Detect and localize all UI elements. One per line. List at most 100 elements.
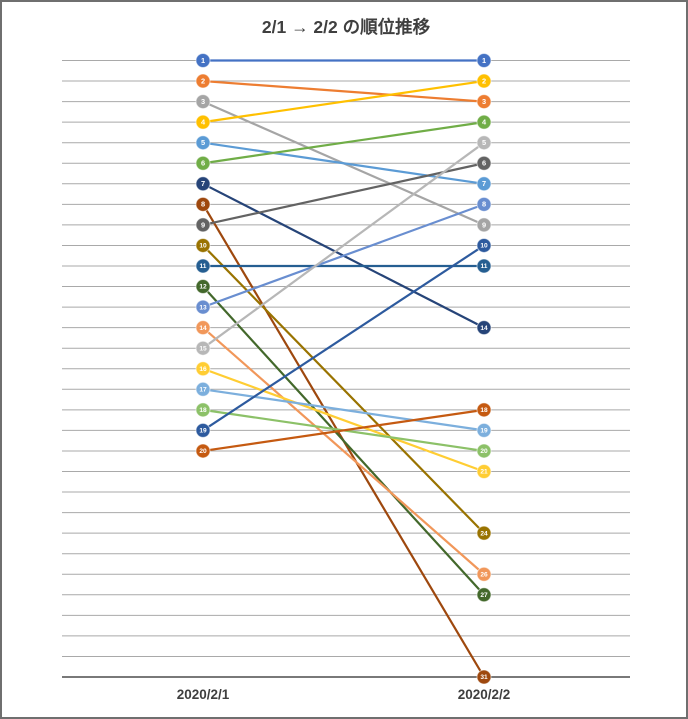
rank-node-label: 6 <box>482 159 486 168</box>
slope-line <box>202 141 485 350</box>
slope-line <box>202 162 485 226</box>
rank-node <box>195 94 211 110</box>
slope-line <box>202 408 485 453</box>
rank-node-label: 1 <box>482 56 486 65</box>
rank-node-label: 16 <box>199 366 207 373</box>
rank-node-label: 10 <box>480 243 488 250</box>
rank-node <box>195 237 211 253</box>
rank-node <box>476 114 492 130</box>
rank-node <box>195 443 211 459</box>
rank-node-label: 17 <box>199 386 207 393</box>
rank-node <box>476 53 492 68</box>
rank-node-label: 20 <box>480 448 488 455</box>
slope-line <box>202 79 485 103</box>
rank-node <box>195 155 211 171</box>
rank-node <box>476 237 492 253</box>
rank-node <box>476 525 492 541</box>
rank-node <box>476 566 492 582</box>
rank-node-label: 27 <box>480 592 488 599</box>
x-axis-label-right: 2020/2/2 <box>458 687 511 702</box>
rank-node-label: 31 <box>480 674 488 681</box>
rank-node <box>476 402 492 418</box>
slope-line <box>202 367 485 473</box>
slope-line <box>202 244 485 534</box>
rank-node-label: 24 <box>480 530 488 537</box>
rank-node <box>476 320 492 336</box>
rank-node-label: 8 <box>201 200 205 209</box>
rank-node-label: 4 <box>201 118 206 127</box>
rank-node-label: 10 <box>199 243 207 250</box>
rank-node-label: 9 <box>201 220 205 229</box>
rank-node-label: 3 <box>201 97 205 106</box>
slope-line <box>202 285 485 596</box>
rank-node <box>195 381 211 397</box>
rank-node-label: 5 <box>482 138 486 147</box>
rank-node <box>195 135 211 151</box>
rank-node-label: 11 <box>200 263 207 270</box>
rank-node-label: 2 <box>482 76 486 85</box>
rank-node <box>476 587 492 603</box>
rank-node <box>195 217 211 233</box>
slope-lines <box>202 59 485 678</box>
rank-node-label: 5 <box>201 138 205 147</box>
rank-node <box>476 422 492 438</box>
rank-node <box>195 279 211 295</box>
rank-node-label: 8 <box>482 200 486 209</box>
rank-node <box>476 176 492 192</box>
rank-node <box>195 340 211 356</box>
rank-node-label: 1 <box>201 56 205 65</box>
rank-node-label: 4 <box>482 118 487 127</box>
rank-node-label: 9 <box>482 220 486 229</box>
rank-node <box>195 53 211 68</box>
rank-node <box>476 217 492 233</box>
rank-node <box>195 196 211 212</box>
rank-node <box>476 443 492 459</box>
rank-node <box>476 94 492 110</box>
x-axis-label-left: 2020/2/1 <box>177 687 230 702</box>
rank-node <box>476 73 492 89</box>
rank-node <box>195 320 211 336</box>
rank-node <box>476 258 492 274</box>
rank-node <box>195 299 211 315</box>
slope-line <box>202 203 485 309</box>
rank-node <box>476 155 492 171</box>
rank-node <box>476 196 492 212</box>
rank-node <box>195 258 211 274</box>
rank-node-label: 18 <box>480 407 488 414</box>
slope-line <box>202 121 485 165</box>
gridlines <box>62 60 630 657</box>
chart-title: 2/1 → 2/2 の順位推移 <box>262 17 431 37</box>
rank-node-label: 11 <box>481 263 488 270</box>
rank-node-label: 15 <box>199 345 207 352</box>
slope-line <box>202 388 485 432</box>
rank-node <box>195 73 211 89</box>
rank-node <box>476 135 492 151</box>
rank-node-label: 19 <box>480 428 488 435</box>
rank-node-label: 13 <box>199 304 207 311</box>
rank-node-label: 6 <box>201 159 205 168</box>
rank-node-label: 14 <box>199 325 207 332</box>
rank-node-label: 12 <box>199 284 207 291</box>
rank-node-label: 18 <box>199 407 207 414</box>
rank-node <box>195 114 211 130</box>
rank-node-label: 7 <box>201 179 205 188</box>
rank-node <box>195 422 211 438</box>
rank-node-label: 21 <box>480 469 488 476</box>
rank-node <box>476 464 492 479</box>
rank-node <box>195 361 211 377</box>
rank-node-label: 20 <box>199 448 207 455</box>
rank-node-label: 7 <box>482 179 486 188</box>
slope-line <box>202 79 485 124</box>
rank-node-label: 14 <box>480 325 488 332</box>
rank-node <box>195 176 211 192</box>
rank-node <box>476 669 492 685</box>
rank-node-label: 3 <box>482 97 486 106</box>
rank-node-label: 26 <box>480 571 488 578</box>
rank-node <box>195 402 211 418</box>
slope-line <box>202 244 485 432</box>
rank-node-label: 19 <box>199 428 207 435</box>
rank-node-label: 2 <box>201 76 205 85</box>
